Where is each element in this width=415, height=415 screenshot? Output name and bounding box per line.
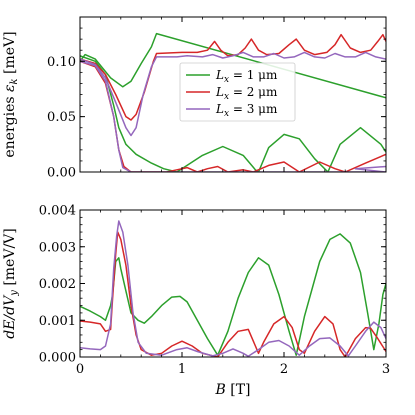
legend-box bbox=[179, 62, 296, 122]
y-axis-label: energies εk [meV] bbox=[2, 31, 20, 157]
y-tick-label: 0.001 bbox=[39, 314, 76, 329]
plot-frame bbox=[79, 209, 387, 358]
x-tick-label: 1 bbox=[178, 362, 186, 377]
plot-area bbox=[80, 32, 386, 172]
legend-label: Lx = 2 μm bbox=[215, 85, 278, 102]
series-line-1-branch-1 bbox=[80, 32, 386, 99]
x-tick-label: 2 bbox=[280, 362, 288, 377]
y-tick-label: 0.003 bbox=[39, 240, 76, 255]
derivative-panel: 0 1 2 3 0.000 0.001 0.002 0.003 0.004 dE/dVy [meV… bbox=[2, 204, 390, 399]
y-axis-label: dE/dVy [meV/V] bbox=[2, 228, 20, 339]
series-line-1 bbox=[80, 233, 386, 356]
legend-label: Lx = 1 μm bbox=[215, 68, 278, 85]
y-tick-label: 0.10 bbox=[47, 55, 76, 70]
y-tick-label: 0.00 bbox=[47, 166, 76, 181]
plot-area bbox=[80, 220, 386, 357]
y-tick-label: 0.000 bbox=[39, 351, 76, 366]
x-axis-label: B [T] bbox=[214, 382, 250, 398]
y-tick-label: 0.002 bbox=[39, 277, 76, 292]
y-tick-label: 0.004 bbox=[39, 204, 76, 219]
x-tick-label: 0 bbox=[76, 362, 84, 377]
series-line-3 bbox=[80, 220, 386, 357]
series-line-1-branch-2 bbox=[80, 55, 386, 172]
series-line-3-branch-2 bbox=[80, 60, 386, 172]
legend-label: Lx = 3 μm bbox=[215, 102, 278, 119]
series-line-2-branch-1 bbox=[80, 33, 386, 121]
series-line-3-branch-1 bbox=[80, 51, 386, 137]
y-tick-label: 0.05 bbox=[47, 110, 76, 125]
x-tick-label: 3 bbox=[382, 362, 390, 377]
